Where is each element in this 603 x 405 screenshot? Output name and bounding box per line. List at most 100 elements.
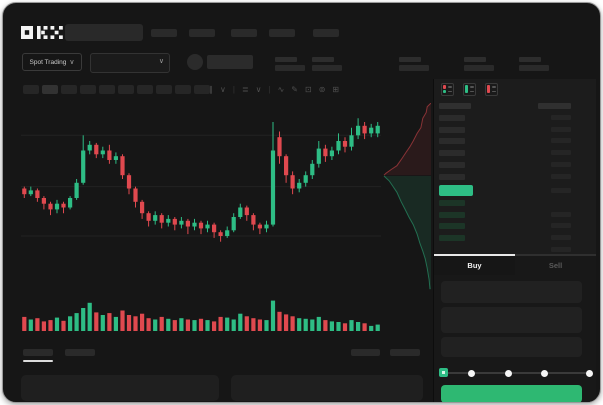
active-tab-underline <box>23 360 53 362</box>
nav-item[interactable] <box>151 29 177 37</box>
candle <box>205 224 210 229</box>
candle <box>231 217 236 231</box>
candle <box>342 141 348 147</box>
total-input[interactable] <box>441 337 582 357</box>
volume-bar <box>146 318 151 331</box>
slider-stop[interactable] <box>467 369 475 377</box>
candle <box>349 135 354 147</box>
fullscreen-icon[interactable]: ⊞ <box>332 85 340 94</box>
ask-price[interactable] <box>439 138 465 144</box>
timeframe-button[interactable] <box>42 85 58 94</box>
timeframe-button[interactable] <box>194 85 210 94</box>
buy-submit-button[interactable] <box>441 385 582 402</box>
timeframe-button[interactable] <box>175 85 191 94</box>
pair-name-placeholder <box>207 55 253 69</box>
volume-bar <box>113 316 118 331</box>
nav-item[interactable] <box>313 29 339 37</box>
book-bids-icon[interactable] <box>463 83 476 96</box>
pair-selector-dropdown[interactable]: ∨ <box>90 53 170 73</box>
chevron-down-icon[interactable]: ∨ <box>255 85 262 94</box>
candle <box>166 218 171 223</box>
bid-price[interactable] <box>439 212 465 218</box>
indicator-menu-icon[interactable]: ≣ <box>241 85 249 94</box>
volume-bar <box>323 320 328 331</box>
orderbook-view-toggle-group <box>441 83 498 96</box>
volume-bar <box>297 318 302 331</box>
slider-handle[interactable] <box>439 368 448 377</box>
camera-icon[interactable]: ⊡ <box>304 85 312 94</box>
ask-price[interactable] <box>439 127 465 133</box>
chevron-down-icon: ∨ <box>158 58 164 65</box>
timeframe-button[interactable] <box>156 85 172 94</box>
book-both-icon[interactable] <box>441 83 454 96</box>
candle <box>362 125 367 134</box>
timeframe-button[interactable] <box>61 85 77 94</box>
ask-price[interactable] <box>439 174 465 180</box>
slider-stop[interactable] <box>504 369 512 377</box>
candle <box>297 182 302 189</box>
timeframe-button[interactable] <box>23 85 39 94</box>
timeframe-button[interactable] <box>118 85 134 94</box>
volume-bar <box>290 316 295 331</box>
slider-stop[interactable] <box>540 369 548 377</box>
candle <box>198 222 204 229</box>
market-type-label: Spot Trading <box>29 58 67 66</box>
bid-amount <box>551 212 571 217</box>
bid-price[interactable] <box>439 223 465 229</box>
candlestick-chart[interactable] <box>21 103 381 293</box>
bid-price[interactable] <box>439 235 465 241</box>
nav-item[interactable] <box>231 29 257 37</box>
ask-price[interactable] <box>439 150 465 156</box>
okx-logo[interactable]: OKX <box>21 25 63 40</box>
volume-bar <box>270 300 276 331</box>
chevron-down-icon[interactable]: ∨ <box>220 85 226 94</box>
orderbook-amount-header <box>538 103 571 109</box>
slider-track[interactable] <box>441 372 589 374</box>
global-search-input[interactable] <box>65 24 143 41</box>
ask-price[interactable] <box>439 115 465 121</box>
candle <box>329 150 334 157</box>
bid-price[interactable] <box>439 200 465 206</box>
chart-footer-tab[interactable] <box>390 349 420 356</box>
order-book <box>437 101 593 254</box>
line-tool-icon[interactable]: ∿ <box>277 85 285 94</box>
candle <box>107 150 112 160</box>
candle-type-icon[interactable]: ∥ <box>209 85 213 94</box>
timeframe-button[interactable] <box>99 85 115 94</box>
tab-sell[interactable]: Sell <box>515 254 596 275</box>
volume-bar <box>198 318 204 331</box>
tab-buy[interactable]: Buy <box>434 254 515 275</box>
draw-tool-icon[interactable]: ✎ <box>291 85 298 94</box>
volume-bar <box>342 323 348 331</box>
timeframe-button[interactable] <box>80 85 96 94</box>
ask-amount <box>551 150 571 155</box>
nav-item[interactable] <box>189 29 215 37</box>
nav-item[interactable] <box>269 29 295 37</box>
ask-price[interactable] <box>439 162 465 168</box>
chart-footer-tab[interactable] <box>23 349 53 356</box>
candle <box>120 156 125 176</box>
timeframe-button[interactable] <box>137 85 153 94</box>
last-price-badge[interactable] <box>439 185 473 196</box>
candle <box>238 207 243 217</box>
price-input[interactable] <box>441 281 582 303</box>
volume-bar <box>192 320 197 331</box>
book-asks-icon[interactable] <box>485 83 498 96</box>
candle <box>270 150 276 225</box>
chart-tools-group: ∥ ∨ | ≣ ∨ | ∿ ✎ ⊡ ⊚ ⊞ <box>209 83 339 96</box>
candle <box>257 224 262 229</box>
amount-input[interactable] <box>441 307 582 333</box>
candle <box>48 203 53 210</box>
slider-stop[interactable] <box>586 369 593 377</box>
candle <box>375 125 380 134</box>
candle <box>316 148 321 164</box>
chart-footer-tab[interactable] <box>351 349 380 356</box>
market-type-dropdown[interactable]: Spot Trading ∨ <box>22 53 82 71</box>
volume-bar <box>329 321 334 331</box>
chart-footer-tab[interactable] <box>65 349 95 356</box>
volume-bar <box>68 316 73 331</box>
buy-sell-tabs: Buy Sell <box>434 254 596 275</box>
settings-icon[interactable]: ⊚ <box>318 85 326 94</box>
volume-bar <box>81 308 86 331</box>
